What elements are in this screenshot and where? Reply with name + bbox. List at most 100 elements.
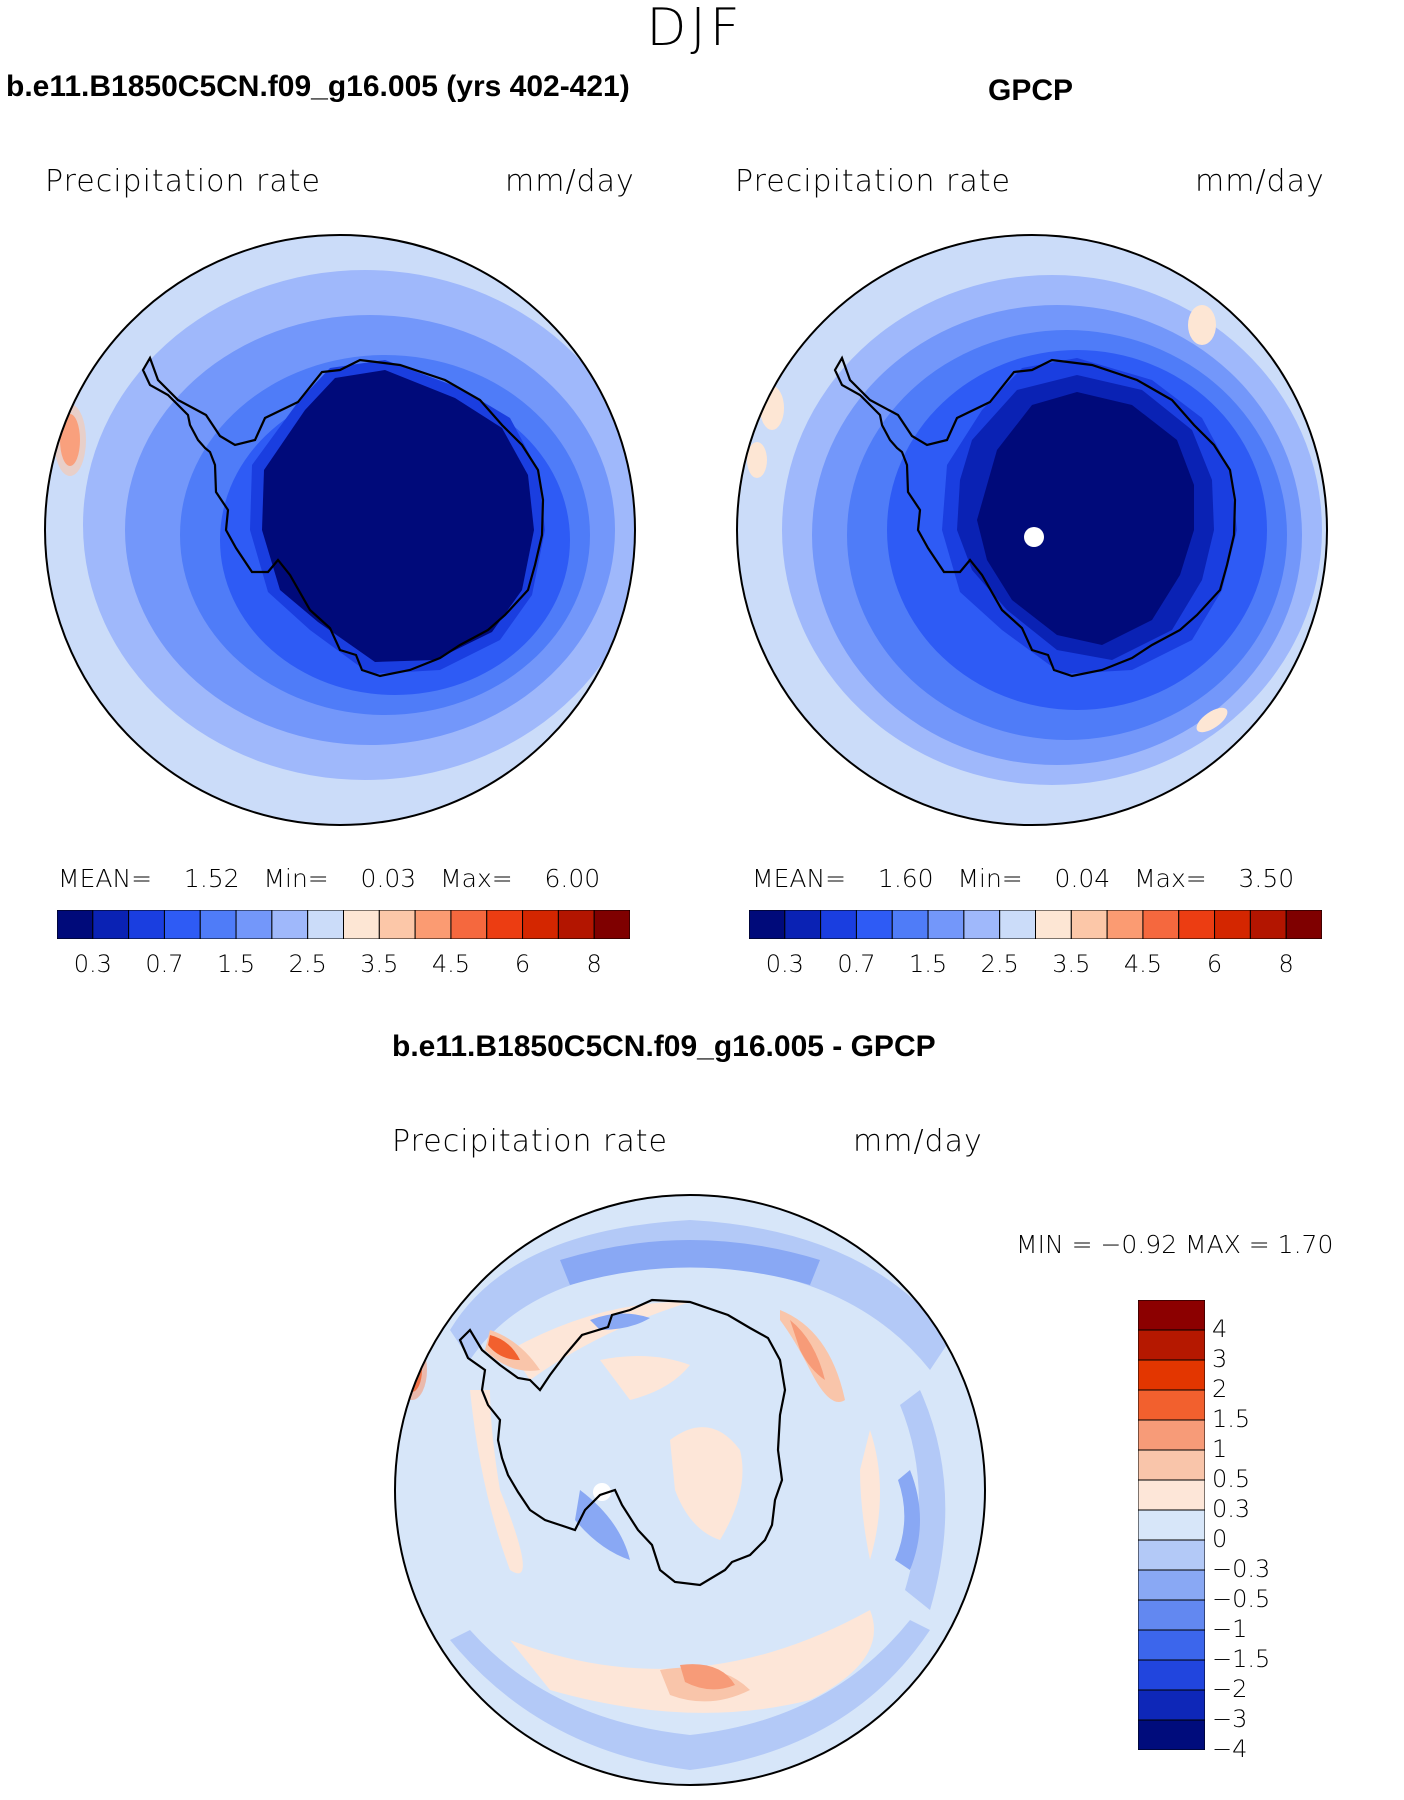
- panel2-pole-mask: [1024, 527, 1044, 547]
- colorbar-swatch: [1137, 1689, 1206, 1721]
- colorbar-tick-label: 1: [1212, 1435, 1228, 1463]
- panel2-stats: MEAN= 1.60 Min= 0.04 Max= 3.50: [752, 864, 1294, 893]
- colorbar-tick-label: 8: [1278, 950, 1294, 978]
- panel3-colorbar: [1137, 1299, 1206, 1751]
- colorbar-tick-label: 6: [514, 950, 531, 978]
- panel2-max-value: 3.50: [1238, 864, 1295, 893]
- colorbar-swatch: [163, 909, 201, 940]
- colorbar-swatch: [1137, 1599, 1206, 1631]
- panel3-map-border: [394, 1194, 986, 1786]
- colorbar-swatch: [784, 909, 822, 940]
- panel1-precip-field: [45, 235, 635, 825]
- panel1-stats: MEAN= 1.52 Min= 0.03 Max= 6.00: [58, 864, 600, 893]
- colorbar-swatch: [522, 909, 559, 940]
- panel2-map-border: [736, 234, 1328, 826]
- panel1-colorbar-labels: 0.3 0.7 1.5 2.5 3.5 4.5 6 8: [57, 950, 630, 980]
- colorbar-swatch: [343, 909, 380, 940]
- colorbar-tick-label: −1: [1212, 1615, 1248, 1643]
- colorbar-swatch: [1137, 1629, 1206, 1661]
- panel2-min-label: Min=: [957, 864, 1023, 893]
- colorbar-swatch: [1035, 909, 1072, 940]
- panel2-colorbar: [748, 909, 1323, 940]
- colorbar-tick-label: 4: [1212, 1315, 1228, 1343]
- panel2-map: [736, 234, 1328, 826]
- colorbar-swatch: [307, 909, 344, 940]
- panel1-max-value: 6.00: [544, 864, 601, 893]
- colorbar-tick-label: 0: [1212, 1525, 1228, 1553]
- colorbar-tick-label: 2.5: [980, 950, 1019, 978]
- colorbar-tick-label: 3.5: [360, 950, 399, 978]
- panel2-variable: Precipitation rate: [735, 164, 1011, 199]
- colorbar-tick-label: 6: [1206, 950, 1223, 978]
- colorbar-swatch: [271, 909, 309, 940]
- colorbar-tick-label: 0.3: [765, 950, 804, 978]
- colorbar-swatch: [450, 909, 488, 940]
- panel1-map-border: [44, 234, 636, 826]
- panel1-title: b.e11.B1850C5CN.f09_g16.005 (yrs 402-421…: [6, 70, 630, 103]
- colorbar-tick-label: 1.5: [908, 950, 948, 978]
- colorbar-tick-label: −2: [1212, 1675, 1248, 1703]
- colorbar-swatch: [1137, 1299, 1206, 1331]
- colorbar-swatch: [927, 909, 965, 940]
- panel3-title: b.e11.B1850C5CN.f09_g16.005 - GPCP: [392, 1030, 936, 1063]
- panel1-min-value: 0.03: [360, 864, 417, 893]
- panel1-colorbar: [56, 909, 631, 940]
- colorbar-swatch: [1285, 909, 1323, 940]
- panel3-map: [394, 1194, 986, 1786]
- colorbar-swatch: [963, 909, 1001, 940]
- panel2-title: GPCP: [988, 74, 1074, 107]
- colorbar-swatch: [1137, 1389, 1206, 1421]
- colorbar-swatch: [1137, 1509, 1206, 1541]
- panel2-precip-field: [737, 235, 1327, 825]
- colorbar-tick-label: −4: [1212, 1735, 1248, 1763]
- colorbar-swatch: [1137, 1329, 1206, 1361]
- colorbar-tick-label: 3: [1212, 1345, 1228, 1373]
- panel2-units: mm/day: [1195, 164, 1325, 199]
- colorbar-swatch: [1214, 909, 1251, 940]
- colorbar-tick-label: 0.5: [1212, 1465, 1251, 1493]
- colorbar-swatch: [891, 909, 929, 940]
- colorbar-swatch: [1137, 1449, 1206, 1481]
- colorbar-tick-label: 8: [586, 950, 602, 978]
- colorbar-swatch: [557, 909, 595, 940]
- panel1-map: [44, 234, 636, 826]
- panel3-diff-field: [395, 1195, 985, 1785]
- season-title: DJF: [646, 0, 744, 58]
- colorbar-tick-label: −1.5: [1212, 1645, 1271, 1673]
- colorbar-swatch: [999, 909, 1036, 940]
- colorbar-tick-label: 0.3: [73, 950, 112, 978]
- colorbar-tick-label: 4.5: [431, 950, 471, 978]
- colorbar-tick-label: 0.7: [145, 950, 184, 978]
- colorbar-swatch: [128, 909, 165, 940]
- colorbar-swatch: [1137, 1569, 1206, 1601]
- panel3-coastline: [458, 1298, 787, 1587]
- colorbar-swatch: [1137, 1359, 1206, 1391]
- colorbar-swatch: [199, 909, 237, 940]
- colorbar-swatch: [1137, 1539, 1206, 1571]
- panel3-stats: MIN = −0.92 MAX = 1.70: [1016, 1230, 1334, 1259]
- colorbar-swatch: [1137, 1479, 1206, 1511]
- panel3-colorbar-labels: 4 3 2 1.5 1 0.5 0.3 0 −0.3 −0.5 −1 −1.5 −2 −3 −4: [1212, 1300, 1312, 1763]
- colorbar-swatch: [1178, 909, 1216, 940]
- panel1-min-label: Min=: [263, 864, 329, 893]
- colorbar-tick-label: 2.5: [288, 950, 327, 978]
- colorbar-swatch: [56, 909, 94, 940]
- colorbar-tick-label: 3.5: [1052, 950, 1091, 978]
- colorbar-swatch: [855, 909, 893, 940]
- panel2-mean-value: 1.60: [877, 864, 934, 893]
- colorbar-tick-label: −0.5: [1212, 1585, 1271, 1613]
- colorbar-swatch: [486, 909, 524, 940]
- colorbar-swatch: [414, 909, 452, 940]
- colorbar-tick-label: 1.5: [1212, 1405, 1251, 1433]
- colorbar-tick-label: −3: [1212, 1705, 1248, 1733]
- colorbar-tick-label: 0.3: [1212, 1495, 1251, 1523]
- panel2-min-value: 0.04: [1054, 864, 1111, 893]
- panel1-mean-value: 1.52: [183, 864, 240, 893]
- panel2-max-label: Max=: [1134, 864, 1207, 893]
- colorbar-swatch: [92, 909, 130, 940]
- panel3-variable: Precipitation rate: [392, 1124, 668, 1159]
- panel1-max-label: Max=: [440, 864, 513, 893]
- panel3-units: mm/day: [853, 1124, 983, 1159]
- colorbar-swatch: [1106, 909, 1144, 940]
- colorbar-tick-label: −0.3: [1212, 1555, 1271, 1583]
